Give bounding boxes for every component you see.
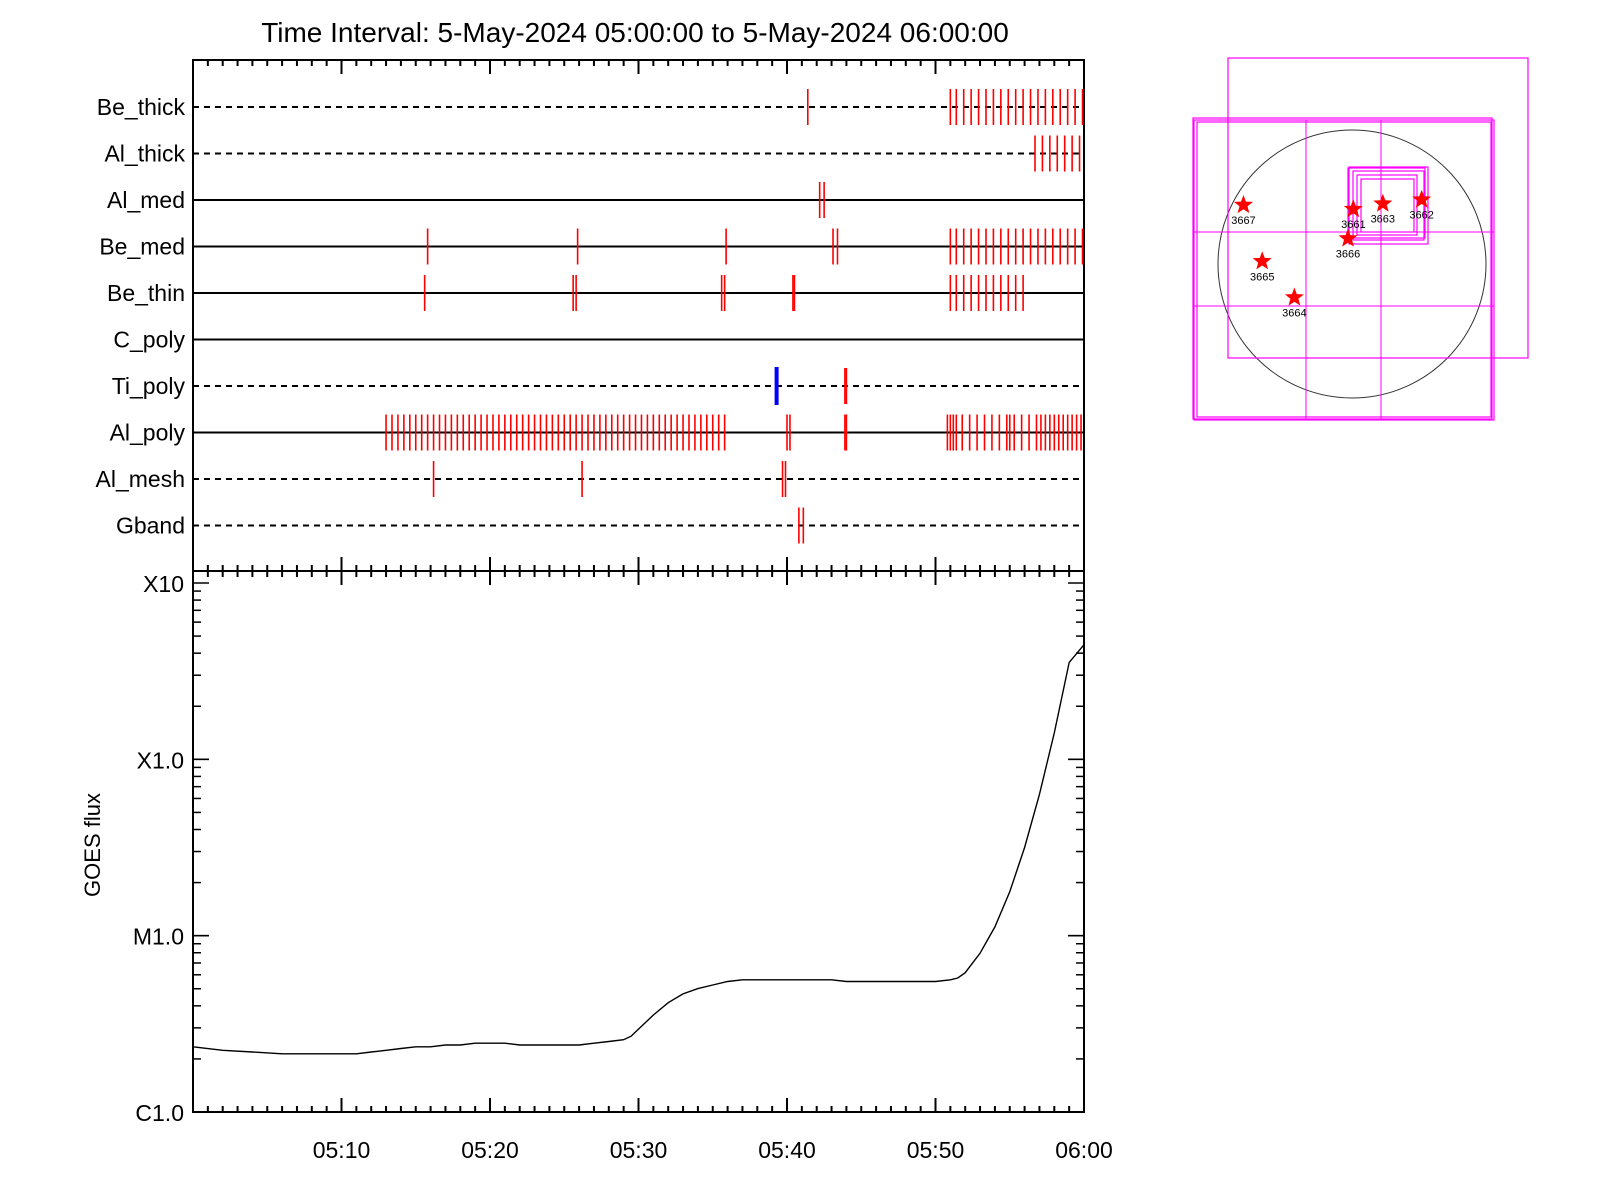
row-label-al-mesh: Al_mesh: [96, 466, 185, 492]
fov-box: [1196, 121, 1492, 418]
y-tick-label: M1.0: [133, 924, 184, 950]
active-region-label: 3667: [1231, 215, 1255, 227]
flux-frame: [192, 570, 1085, 1113]
row-label-al-thick: Al_thick: [104, 141, 185, 167]
y-tick-label: X1.0: [137, 747, 184, 773]
y-axis-label: GOES flux: [80, 793, 105, 897]
x-tick-label: 05:20: [461, 1137, 519, 1163]
active-region-label: 3666: [1336, 249, 1360, 261]
x-tick-label: 05:50: [907, 1137, 965, 1163]
fov-box: [1348, 166, 1429, 245]
active-region-label: 3662: [1409, 210, 1433, 222]
active-region-label: 3665: [1250, 271, 1274, 283]
active-region-star: [1343, 199, 1363, 218]
active-region-star: [1373, 193, 1393, 212]
fov-box: [1192, 117, 1493, 420]
y-tick-label: X10: [143, 571, 184, 597]
row-label-c-poly: C_poly: [113, 327, 185, 353]
row-label-al-med: Al_med: [107, 187, 185, 213]
active-region-star: [1252, 251, 1272, 270]
goes-flux-panel: 05:10 05:20 05:30 05:40 05:50 06:00 C1.0 M1.0 X1…: [133, 570, 1113, 1163]
row-label-be-thin: Be_thin: [107, 280, 185, 306]
row-label-be-thick: Be_thick: [97, 94, 186, 120]
fov-box: [1193, 119, 1495, 421]
timeline-frame: [192, 59, 1085, 572]
y-tick-label: C1.0: [135, 1100, 184, 1126]
active-region-star: [1412, 189, 1432, 208]
x-tick-label: 05:40: [758, 1137, 816, 1163]
fov-box: [1356, 174, 1418, 236]
active-region-star: [1233, 195, 1253, 214]
active-region-label: 3663: [1371, 214, 1395, 226]
active-region-label: 3661: [1341, 219, 1365, 231]
active-region-star: [1338, 228, 1358, 247]
x-tick-label: 05:10: [313, 1137, 371, 1163]
goes-flux-line: [192, 644, 1085, 1055]
row-label-gband: Gband: [116, 513, 185, 539]
row-label-al-poly: Al_poly: [110, 420, 186, 446]
row-label-ti-poly: Ti_poly: [112, 373, 186, 399]
fov-box: [1227, 57, 1529, 359]
event-timeline-panel: Be_thick Al_thick Al_med Be_med Be_thin C_pol…: [96, 59, 1085, 572]
solar-limb: [1217, 129, 1487, 399]
x-tick-label: 06:00: [1055, 1137, 1113, 1163]
solar-disk-map: 3667 3665 3664 3666 3661 3663 3662: [1192, 57, 1529, 421]
active-region-label: 3664: [1282, 308, 1306, 320]
x-tick-label: 05:30: [610, 1137, 668, 1163]
row-label-be-med: Be_med: [99, 234, 185, 260]
chart-title: Time Interval: 5-May-2024 05:00:00 to 5-…: [261, 17, 1009, 48]
active-region-star: [1284, 287, 1304, 306]
